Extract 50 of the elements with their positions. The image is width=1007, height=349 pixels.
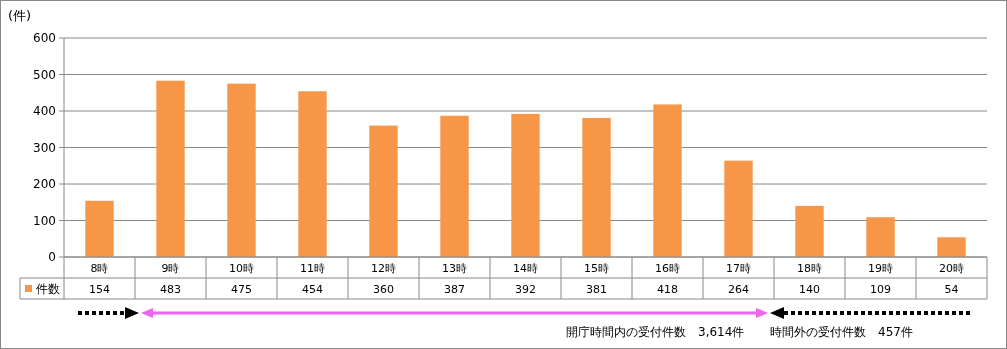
x-tick-label: 14時 bbox=[513, 262, 538, 275]
data-label: 109 bbox=[870, 283, 891, 296]
y-tick-label: 200 bbox=[33, 177, 56, 191]
legend-label: 件数 bbox=[36, 282, 60, 296]
y-tick-label: 0 bbox=[48, 250, 56, 264]
data-label: 418 bbox=[657, 283, 678, 296]
bar bbox=[653, 104, 682, 257]
data-label: 392 bbox=[515, 283, 536, 296]
x-tick-label: 16時 bbox=[655, 262, 680, 275]
x-tick-label: 10時 bbox=[229, 262, 254, 275]
data-label: 387 bbox=[444, 283, 465, 296]
bar bbox=[511, 113, 540, 257]
bar bbox=[440, 115, 469, 257]
data-label: 54 bbox=[944, 283, 959, 296]
bar bbox=[156, 80, 185, 257]
bar bbox=[227, 83, 256, 257]
x-tick-label: 15時 bbox=[584, 262, 609, 275]
data-label: 264 bbox=[728, 283, 749, 296]
x-tick-label: 13時 bbox=[442, 262, 467, 275]
data-label: 140 bbox=[799, 283, 820, 296]
x-tick-label: 9時 bbox=[161, 262, 180, 275]
data-label: 475 bbox=[231, 283, 252, 296]
data-label: 381 bbox=[586, 283, 607, 296]
data-label: 360 bbox=[373, 283, 394, 296]
y-tick-label: 400 bbox=[33, 104, 56, 118]
x-tick-label: 11時 bbox=[300, 262, 325, 275]
y-tick-label: 600 bbox=[33, 31, 56, 45]
bar bbox=[866, 217, 895, 257]
x-tick-label: 17時 bbox=[726, 262, 751, 275]
x-tick-label: 18時 bbox=[797, 262, 822, 275]
bar bbox=[937, 237, 966, 257]
x-tick-label: 12時 bbox=[371, 262, 396, 275]
x-tick-label: 20時 bbox=[939, 262, 964, 275]
data-label: 483 bbox=[160, 283, 181, 296]
bar bbox=[795, 205, 824, 257]
text: 開庁時間内の受付件数 3,614件 bbox=[566, 325, 745, 339]
text: 時間外の受付件数 457件 bbox=[770, 325, 913, 339]
y-tick-label: 100 bbox=[33, 213, 56, 228]
data-label: 154 bbox=[89, 283, 110, 296]
data-label: 454 bbox=[302, 283, 323, 296]
y-axis-title: (件) bbox=[8, 8, 32, 23]
bar bbox=[369, 125, 398, 257]
bar bbox=[85, 200, 114, 257]
y-tick-label: 300 bbox=[33, 140, 56, 155]
x-tick-label: 19時 bbox=[868, 262, 893, 275]
bar bbox=[298, 91, 327, 257]
bar bbox=[582, 117, 611, 257]
y-tick-label: 500 bbox=[33, 67, 56, 82]
x-tick-label: 8時 bbox=[90, 262, 109, 275]
bar bbox=[724, 160, 753, 257]
